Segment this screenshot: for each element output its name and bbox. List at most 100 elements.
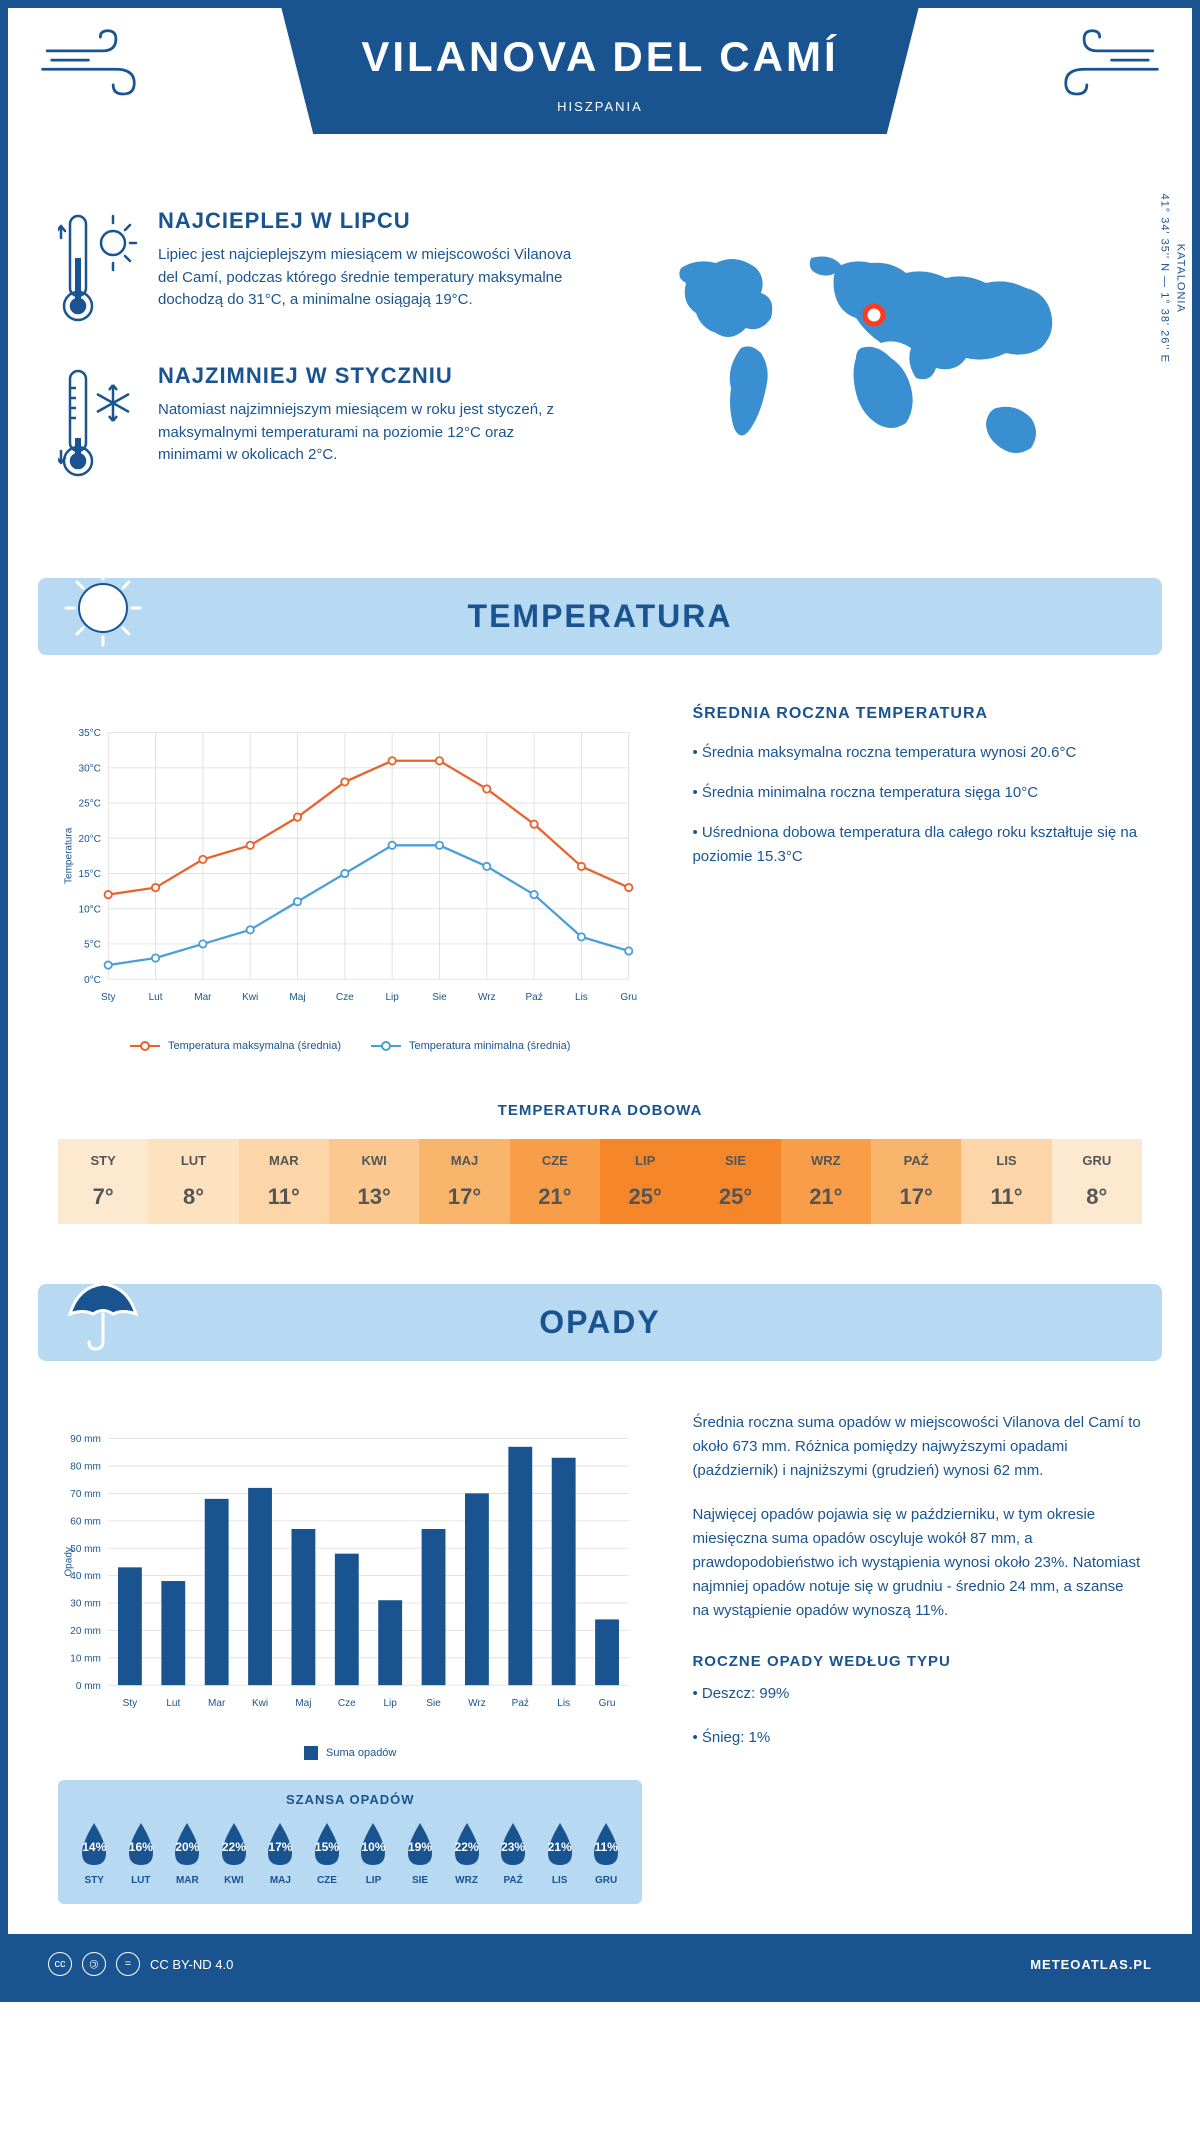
precip-type-title: ROCZNE OPADY WEDŁUG TYPU	[692, 1653, 1142, 1670]
svg-text:0 mm: 0 mm	[76, 1681, 101, 1692]
chance-drop: 21% LIS	[538, 1821, 581, 1886]
precip-text-1: Średnia roczna suma opadów w miejscowośc…	[692, 1411, 1142, 1483]
svg-text:Lis: Lis	[557, 1698, 570, 1709]
svg-text:Sty: Sty	[123, 1698, 138, 1709]
svg-text:Maj: Maj	[289, 992, 305, 1003]
daily-temp-cell: LIP 25°	[600, 1139, 690, 1224]
daily-temp-title: TEMPERATURA DOBOWA	[58, 1102, 1142, 1119]
svg-text:90 mm: 90 mm	[70, 1434, 101, 1445]
daily-temp-cell: LIS 11°	[961, 1139, 1051, 1224]
precipitation-bar-chart: 0 mm10 mm20 mm30 mm40 mm50 mm60 mm70 mm8…	[58, 1411, 642, 1760]
svg-text:Lip: Lip	[383, 1698, 397, 1709]
chance-drop: 11% GRU	[585, 1821, 628, 1886]
chance-drop: 17% MAJ	[259, 1821, 302, 1886]
header: VILANOVA DEL CAMÍ HISZPANIA	[8, 8, 1192, 188]
coldest-text: Natomiast najzimniejszym miesiącem w rok…	[158, 399, 580, 467]
daily-temp-cell: MAR 11°	[239, 1139, 329, 1224]
svg-text:50 mm: 50 mm	[70, 1544, 101, 1555]
chance-drop: 20% MAR	[166, 1821, 209, 1886]
daily-temp-cell: KWI 13°	[329, 1139, 419, 1224]
chance-drop: 16% LUT	[120, 1821, 163, 1886]
svg-text:Opady: Opady	[64, 1547, 75, 1577]
temperature-summary: ŚREDNIA ROCZNA TEMPERATURA • Średnia mak…	[692, 705, 1142, 1052]
daily-temp-cell: PAŹ 17°	[871, 1139, 961, 1224]
svg-text:25°C: 25°C	[78, 799, 100, 810]
coldest-block: NAJZIMNIEJ W STYCZNIU Natomiast najzimni…	[58, 363, 580, 488]
daily-temp-cell: GRU 8°	[1052, 1139, 1142, 1224]
thermometer-hot-icon	[58, 208, 138, 333]
thermometer-cold-icon	[58, 363, 138, 488]
svg-text:15°C: 15°C	[78, 869, 100, 880]
svg-text:Paź: Paź	[525, 992, 542, 1003]
svg-text:70 mm: 70 mm	[70, 1489, 101, 1500]
svg-text:Cze: Cze	[336, 992, 354, 1003]
country-subtitle: HISZPANIA	[361, 99, 838, 114]
wind-icon	[38, 28, 148, 108]
wind-icon	[1052, 28, 1162, 108]
overview-section: NAJCIEPLEJ W LIPCU Lipiec jest najcieple…	[8, 188, 1192, 558]
site-name: METEOATLAS.PL	[1030, 1957, 1152, 1972]
svg-text:40 mm: 40 mm	[70, 1571, 101, 1582]
sun-icon	[58, 563, 148, 653]
precipitation-summary: Średnia roczna suma opadów w miejscowośc…	[692, 1411, 1142, 1904]
precipitation-title: OPADY	[68, 1304, 1132, 1341]
svg-text:10°C: 10°C	[78, 904, 100, 915]
svg-text:Maj: Maj	[295, 1698, 311, 1709]
temperature-section-header: TEMPERATURA	[38, 578, 1162, 655]
chance-title: SZANSA OPADÓW	[73, 1792, 627, 1807]
svg-text:80 mm: 80 mm	[70, 1462, 101, 1473]
svg-text:Mar: Mar	[208, 1698, 226, 1709]
svg-text:35°C: 35°C	[78, 728, 100, 739]
legend-max: Temperatura maksymalna (średnia)	[130, 1040, 341, 1052]
chance-drop: 22% WRZ	[445, 1821, 488, 1886]
svg-text:30°C: 30°C	[78, 763, 100, 774]
daily-temp-cell: CZE 21°	[510, 1139, 600, 1224]
chance-drop: 14% STY	[73, 1821, 116, 1886]
title-banner: VILANOVA DEL CAMÍ HISZPANIA	[281, 8, 918, 134]
svg-text:Kwi: Kwi	[242, 992, 258, 1003]
page-title: VILANOVA DEL CAMÍ	[361, 33, 838, 81]
precip-text-2: Najwięcej opadów pojawia się w październ…	[692, 1503, 1142, 1623]
svg-text:Sty: Sty	[101, 992, 116, 1003]
daily-temp-cell: WRZ 21°	[781, 1139, 871, 1224]
svg-text:Wrz: Wrz	[478, 992, 496, 1003]
svg-text:Lut: Lut	[166, 1698, 180, 1709]
summary-bullet: • Średnia maksymalna roczna temperatura …	[692, 741, 1142, 765]
daily-temp-cell: LUT 8°	[148, 1139, 238, 1224]
license-text: CC BY-ND 4.0	[150, 1957, 233, 1972]
hottest-block: NAJCIEPLEJ W LIPCU Lipiec jest najcieple…	[58, 208, 580, 333]
summary-title: ŚREDNIA ROCZNA TEMPERATURA	[692, 705, 1142, 723]
svg-text:30 mm: 30 mm	[70, 1599, 101, 1610]
chance-drop: 15% CZE	[306, 1821, 349, 1886]
summary-bullet: • Uśredniona dobowa temperatura dla całe…	[692, 821, 1142, 869]
chance-drop: 23% PAŹ	[492, 1821, 535, 1886]
svg-text:Paź: Paź	[512, 1698, 529, 1709]
daily-temp-cell: SIE 25°	[690, 1139, 780, 1224]
precipitation-section-header: OPADY	[38, 1284, 1162, 1361]
svg-text:20°C: 20°C	[78, 834, 100, 845]
temperature-title: TEMPERATURA	[68, 598, 1132, 635]
world-map-icon	[656, 233, 1106, 493]
svg-text:Gru: Gru	[599, 1698, 616, 1709]
svg-text:20 mm: 20 mm	[70, 1626, 101, 1637]
by-icon: 🄯	[82, 1952, 106, 1976]
coordinates-label: KATALONIA 41° 34' 35'' N — 1° 38' 26'' E	[1158, 194, 1186, 363]
svg-text:0°C: 0°C	[84, 975, 101, 986]
svg-text:Gru: Gru	[620, 992, 637, 1003]
svg-text:10 mm: 10 mm	[70, 1653, 101, 1664]
svg-text:Wrz: Wrz	[468, 1698, 486, 1709]
nd-icon: =	[116, 1952, 140, 1976]
summary-bullet: • Średnia minimalna roczna temperatura s…	[692, 781, 1142, 805]
precipitation-chance-panel: SZANSA OPADÓW 14% STY 16% LUT 20% MAR 22…	[58, 1780, 642, 1904]
svg-text:5°C: 5°C	[84, 940, 101, 951]
type-bullet: • Deszcz: 99%	[692, 1682, 1142, 1706]
svg-text:Cze: Cze	[338, 1698, 356, 1709]
chance-drop: 10% LIP	[352, 1821, 395, 1886]
temperature-line-chart: 0°C5°C10°C15°C20°C25°C30°C35°CStyLutMarK…	[58, 705, 642, 1052]
svg-text:Sie: Sie	[426, 1698, 441, 1709]
daily-temperature-table: TEMPERATURA DOBOWA STY 7° LUT 8° MAR 11°…	[8, 1082, 1192, 1264]
daily-temp-cell: MAJ 17°	[419, 1139, 509, 1224]
svg-text:Mar: Mar	[194, 992, 212, 1003]
cc-icon: cc	[48, 1952, 72, 1976]
svg-text:Kwi: Kwi	[252, 1698, 268, 1709]
